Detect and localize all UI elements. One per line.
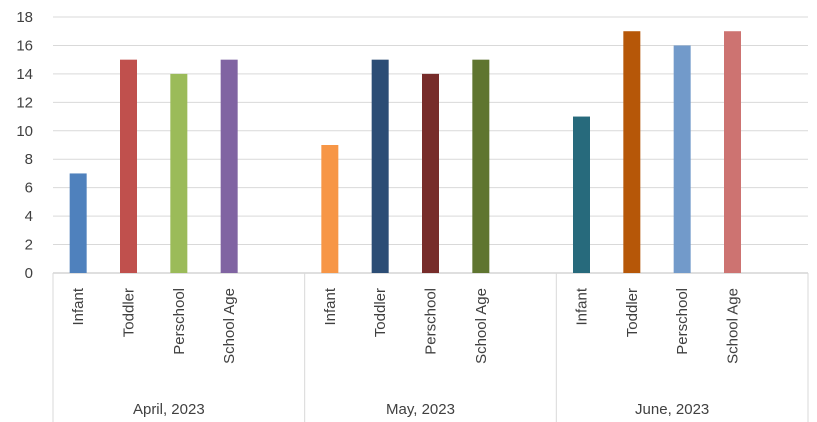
bar — [623, 31, 641, 273]
y-tick-label: 8 — [25, 151, 33, 168]
bar — [472, 59, 490, 273]
category-label: School Age — [725, 288, 742, 364]
group-labels: April, 2023 May, 2023 June, 2023 — [133, 401, 709, 418]
bar — [220, 59, 238, 273]
category-label: Infant — [70, 287, 87, 325]
y-tick-label: 0 — [25, 265, 33, 282]
bar — [170, 73, 188, 273]
bar — [422, 73, 439, 273]
bars — [69, 31, 741, 273]
category-labels: Infant Toddler Perschool School Age Infant To… — [70, 287, 741, 364]
y-tick-label: 6 — [25, 180, 33, 197]
category-label: Perschool — [674, 288, 691, 355]
group-label: April, 2023 — [133, 401, 205, 418]
bar — [120, 59, 137, 273]
x-axis — [52, 273, 809, 422]
group-label: June, 2023 — [635, 401, 709, 418]
bar — [321, 145, 339, 273]
y-tick-label: 16 — [16, 37, 33, 54]
category-label: Toddler — [624, 288, 641, 337]
category-label: Infant — [322, 287, 339, 325]
category-label: Infant — [574, 287, 591, 325]
category-label: Perschool — [423, 288, 440, 355]
category-label: Perschool — [171, 288, 188, 355]
category-label: Toddler — [372, 288, 389, 337]
bar — [573, 116, 590, 273]
bar — [673, 45, 691, 273]
y-tick-label: 10 — [16, 123, 33, 140]
y-tick-label: 4 — [25, 208, 33, 225]
y-tick-label: 2 — [25, 237, 33, 254]
bar — [69, 173, 87, 273]
category-label: School Age — [473, 288, 490, 364]
category-label: Toddler — [121, 288, 138, 337]
y-axis: 0 2 4 6 8 10 12 14 16 18 — [16, 9, 33, 282]
y-tick-label: 14 — [16, 66, 33, 83]
y-tick-label: 12 — [16, 94, 33, 111]
category-label: School Age — [221, 288, 238, 364]
bar — [371, 59, 389, 273]
y-tick-label: 18 — [16, 9, 33, 26]
group-label: May, 2023 — [386, 401, 455, 418]
bar — [724, 31, 741, 273]
